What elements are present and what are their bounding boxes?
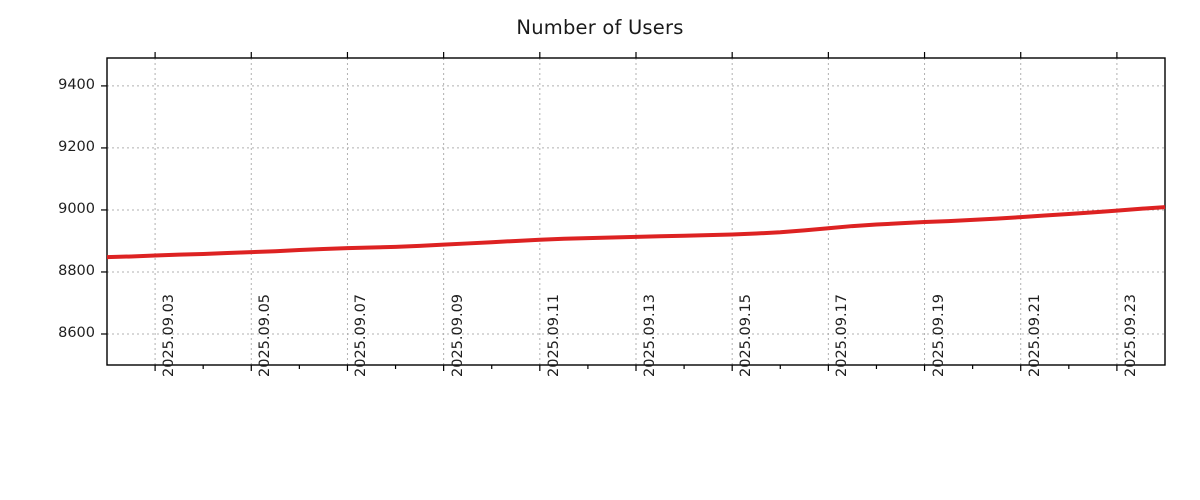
tickmarks-layer [101,52,1118,371]
x-tick-label: 2025.09.05 [257,293,274,377]
y-tick-label: 9400 [58,76,95,93]
plot-frame [106,57,1166,366]
x-tick-label: 2025.09.21 [1026,293,1043,377]
y-tick-label: 9000 [58,200,95,217]
data-series-layer [106,205,1166,260]
x-tick-label: 2025.09.03 [161,293,178,377]
x-tick-label: 2025.09.09 [449,293,466,377]
y-tick-label: 8800 [58,262,95,279]
series-line-0 [106,205,1166,260]
chart-title: Number of Users [516,16,684,39]
x-tick-label: 2025.09.11 [545,293,562,377]
x-tick-label: 2025.09.19 [930,293,947,377]
y-tick-label: 8600 [58,324,95,341]
x-tick-label: 2025.09.23 [1122,293,1139,377]
x-tick-label: 2025.09.13 [642,293,658,377]
y-tick-label: 9200 [58,138,95,155]
x-tick-label: 2025.09.07 [353,293,370,377]
gridlines-layer [107,58,1165,365]
x-tick-label: 2025.09.17 [834,293,851,377]
x-tick-label: 2025.09.15 [738,293,755,377]
plot-border [106,57,1166,366]
